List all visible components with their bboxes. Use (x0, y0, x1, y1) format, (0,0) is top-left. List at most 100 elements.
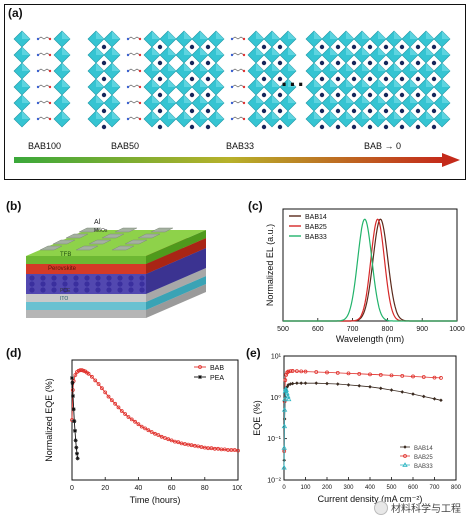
octahedron (433, 62, 451, 80)
a-site-cation (205, 60, 211, 66)
y-tick-label: 10¹ (271, 354, 282, 361)
a-site-cation (189, 92, 195, 98)
data-point (284, 390, 290, 396)
a-site-cation (367, 60, 373, 66)
octahedron (247, 94, 265, 112)
a-site-cation (277, 124, 283, 130)
octahedron (207, 78, 225, 96)
octahedron (305, 30, 323, 48)
label-perovskite: Perovskite (48, 266, 77, 272)
a-site-cation (189, 76, 195, 82)
a-site-cation (277, 60, 283, 66)
octahedron (13, 30, 31, 48)
a-site-cation (101, 124, 107, 130)
a-site-cation (101, 76, 107, 82)
data-point (357, 371, 362, 376)
organic-spacer (126, 116, 142, 121)
label-tfb: TFB (60, 252, 71, 258)
a-site-cation (157, 92, 163, 98)
octahedron (53, 46, 71, 64)
octahedron (279, 78, 297, 96)
octahedron (417, 78, 435, 96)
perovskite-bead (128, 275, 134, 281)
data-point (70, 376, 74, 380)
data-point (136, 422, 141, 427)
octahedron (191, 110, 209, 128)
a-site-cation (415, 92, 421, 98)
octahedron (279, 46, 297, 64)
legend-marker-bab33 (402, 462, 408, 467)
data-point (71, 407, 76, 412)
octahedron (353, 94, 371, 112)
data-point (70, 380, 75, 385)
octahedron (321, 46, 339, 64)
data-point (163, 436, 167, 440)
data-point (286, 369, 291, 374)
octahedron (433, 46, 451, 64)
plot-frame (282, 208, 458, 322)
x-tick-label: 800 (451, 485, 462, 491)
panel-label-a: (a) (8, 6, 23, 20)
x-tick-label: 100 (300, 485, 311, 491)
a-site-cation (399, 76, 405, 82)
data-point (357, 384, 362, 388)
data-point (196, 444, 201, 449)
a-site-cation (351, 76, 357, 82)
octahedron (279, 110, 297, 128)
x-tick-label: 60 (168, 485, 176, 492)
octahedron (207, 30, 225, 48)
octahedron (433, 30, 451, 48)
data-point (389, 388, 394, 392)
perovskite-bead (40, 287, 46, 293)
a-site-cation (351, 92, 357, 98)
data-point (236, 448, 240, 453)
octahedron (103, 30, 121, 48)
organic-spacer (230, 116, 246, 121)
organic-spacer (126, 84, 142, 89)
octahedron (175, 94, 193, 112)
octahedron (159, 110, 177, 128)
data-point (169, 438, 174, 443)
data-point (72, 428, 77, 433)
legend-label-bab25: BAB25 (305, 224, 327, 231)
octahedron (159, 30, 177, 48)
a-site-cation (335, 44, 341, 50)
panel-label-b: (b) (6, 199, 22, 213)
x-tick-label: 200 (322, 485, 333, 491)
octahedron (321, 62, 339, 80)
a-site-cation (189, 108, 195, 114)
a-site-cation (431, 124, 437, 130)
perovskite-bead (84, 281, 90, 287)
a-site-cation (319, 60, 325, 66)
data-point (126, 415, 131, 419)
perovskite-bead (139, 281, 145, 287)
a-site-cation (101, 60, 107, 66)
y-axis-label: EQE (%) (252, 400, 262, 436)
a-site-cation (399, 92, 405, 98)
data-point (378, 386, 383, 391)
data-point (325, 381, 329, 386)
a-site-cation (335, 76, 341, 82)
organic-spacer (36, 116, 52, 121)
a-site-cation (205, 108, 211, 114)
al-electrodes (39, 227, 174, 251)
organic-spacer (230, 52, 246, 57)
a-site-cation (277, 92, 283, 98)
data-point (133, 419, 137, 424)
perovskite-bead (117, 275, 123, 281)
data-point (282, 396, 288, 402)
a-site-cation (261, 108, 267, 114)
data-point (149, 430, 154, 434)
data-point (90, 374, 94, 379)
a-site-cation (319, 108, 325, 114)
a-site-cation (335, 92, 341, 98)
octahedron (305, 62, 323, 80)
data-point (303, 369, 308, 374)
perovskite-bead (73, 281, 79, 287)
octahedron (305, 46, 323, 64)
legend-label-bab: BAB (210, 365, 224, 372)
data-point (314, 381, 319, 385)
octahedron (337, 94, 355, 112)
wechat-icon (374, 500, 388, 515)
organic-spacer (230, 68, 246, 73)
